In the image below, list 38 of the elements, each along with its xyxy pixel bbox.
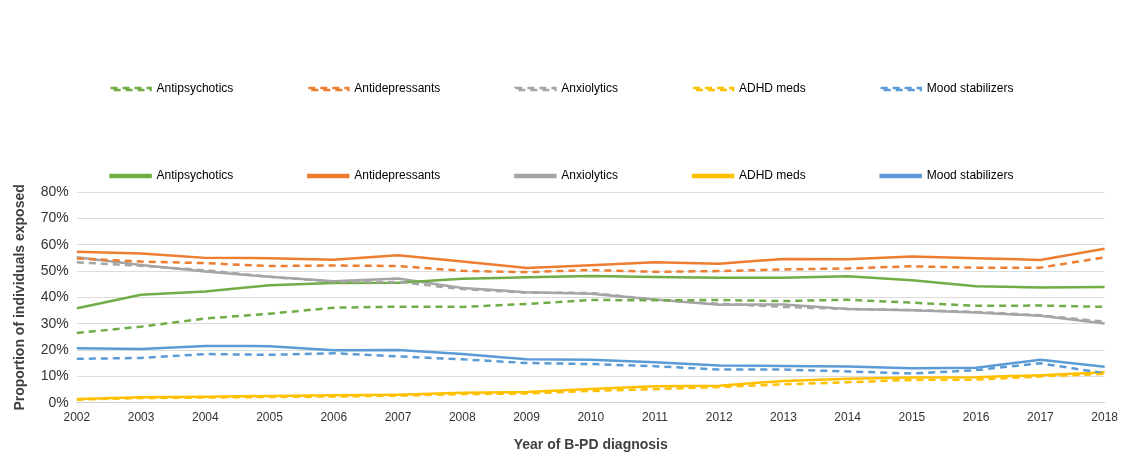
x-tick-label: 2013 <box>770 410 798 425</box>
legend-label: Antipsychotics <box>156 81 234 96</box>
legend-label: Anxiolytics <box>561 168 619 183</box>
y-tick-label: 30% <box>40 314 69 331</box>
x-tick-label: 2002 <box>63 410 91 425</box>
legend-label: Anxiolytics <box>561 81 619 96</box>
x-axis-title: Year of B-PD diagnosis <box>513 436 668 453</box>
x-tick-label: 2009 <box>513 410 541 425</box>
x-tick-label: 2017 <box>1027 410 1055 425</box>
x-tick-label: 2003 <box>127 410 155 425</box>
x-tick-label: 2015 <box>898 410 926 425</box>
x-tick-label: 2010 <box>577 410 605 425</box>
legend-label: Antipsychotics <box>156 168 234 183</box>
x-tick-label: 2016 <box>962 410 990 425</box>
y-tick-label: 10% <box>40 367 69 384</box>
x-tick-label: 2012 <box>705 410 733 425</box>
y-tick-label: 0% <box>48 393 69 410</box>
y-tick-label: 50% <box>40 261 69 278</box>
x-tick-label: 2007 <box>384 410 412 425</box>
y-tick-label: 40% <box>40 288 69 305</box>
y-axis-title: Proportion of individuals exposed <box>11 184 28 411</box>
legend-label: ADHD meds <box>739 168 806 183</box>
x-tick-label: 2004 <box>191 410 219 425</box>
x-tick-label: 2011 <box>642 410 669 425</box>
legend-label: ADHD meds <box>739 81 806 96</box>
x-tick-label: 2006 <box>320 410 348 425</box>
legend-label: Antidepressants <box>354 81 441 96</box>
y-tick-label: 20% <box>40 340 69 357</box>
y-tick-label: 60% <box>40 235 69 252</box>
x-tick-label: 2005 <box>256 410 284 425</box>
legend-label: Antidepressants <box>354 168 441 183</box>
y-tick-label: 70% <box>40 209 69 226</box>
x-tick-label: 2008 <box>448 410 476 425</box>
legend-label: Mood stabilizers <box>926 168 1014 183</box>
x-tick-label: 2014 <box>834 410 862 425</box>
x-tick-label: 2018 <box>1091 410 1119 425</box>
legend-label: Mood stabilizers <box>926 81 1014 96</box>
y-tick-label: 80% <box>40 182 69 199</box>
